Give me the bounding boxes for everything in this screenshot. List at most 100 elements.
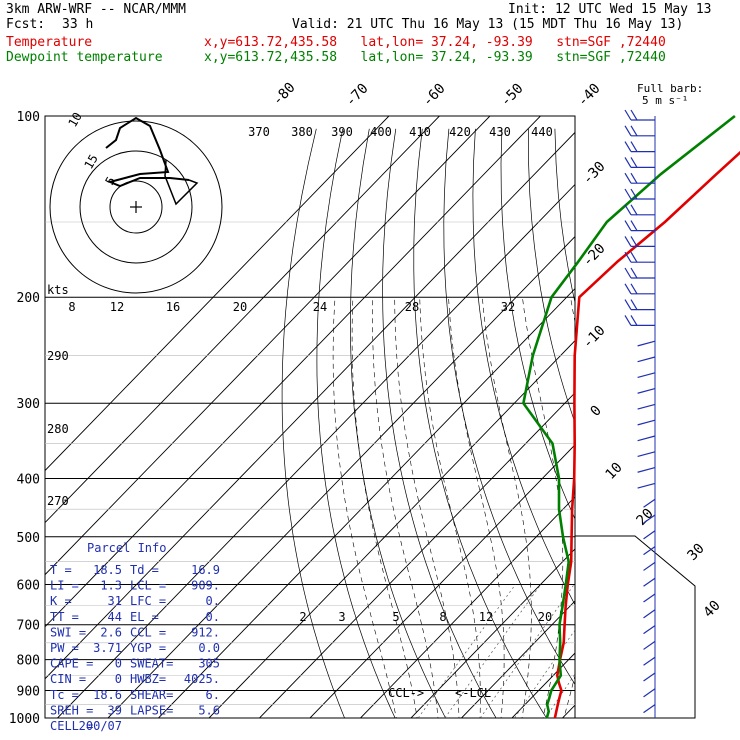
parcel-info-value: 44 [108,610,122,624]
pressure-tick-label: 200 [17,291,40,306]
wind-barb [643,640,656,650]
temperature-location: x,y=613.72,435.58 lat,lon= 37.24, -93.39… [204,35,666,50]
model-title: 3km ARW-WRF -- NCAR/MMM [6,2,187,17]
parcel-info-title: Parcel Info [87,541,166,555]
mixing-ratio-line [480,584,575,718]
wind-barb [630,204,638,216]
wind-barb [637,482,656,489]
theta-label: 390 [331,125,353,139]
parcel-info-key: CAPE = [50,657,93,671]
parcel-info-key: PW = [50,641,79,655]
parcel-info-key: SHEAR= [130,688,173,702]
parcel-info-value: 18.5 [93,563,122,577]
parcel-info-value: 39 [108,703,122,717]
wind-barb [637,340,656,347]
dewpoint-legend: Dewpoint temperature [6,50,163,65]
parcel-info-key: T = [50,563,72,577]
hodograph-trace [105,116,190,188]
isotherm-line [461,600,575,718]
pressure-tick-label: 1000 [9,712,40,727]
wind-barb [624,236,632,247]
mixing-ratio-line [417,584,516,718]
wind-barb [637,419,656,426]
parcel-info-key: Tc = [50,688,79,702]
wind-barb [630,283,638,295]
wind-barb [630,157,638,168]
hodograph-units-label: kts [47,283,69,297]
mixing-ratio-label: 24 [313,300,327,314]
wind-barb [624,299,632,310]
wind-barb [630,172,638,184]
mixing-ratio-label: 28 [405,300,419,314]
dry-adiabat-line [443,128,575,685]
theta-label: 370 [248,125,270,139]
mixing-ratio-line [545,673,575,718]
parcel-info-value: 2.6 [100,625,122,639]
parcel-info-key: K = [50,594,72,608]
wind-barb [630,141,638,152]
wind-barb [630,236,638,247]
isotherm-label: -50 [498,81,527,110]
isotherm-label: 20 [634,506,657,529]
barb-legend-title: Full barb: [637,82,703,95]
isotherm-line [259,392,575,718]
plot-frame [44,115,576,719]
hodograph-ring-label: 10 [65,110,84,130]
parcel-info-value: 0. [206,610,220,624]
dry-adiabat-line [281,128,345,718]
dry-adiabat-line [472,128,575,606]
mixing-ratio-label: 16 [166,300,180,314]
wind-barb [643,609,656,619]
wind-barb [637,467,656,473]
dry-adiabat-label: 280 [47,422,69,436]
dry-adiabat-line [608,129,740,731]
theta-label: 410 [409,125,431,139]
lower-frame-extension [575,535,696,719]
parcel-info-value: 6. [206,688,220,702]
wind-barb [624,251,632,263]
wind-barb [630,299,638,310]
dry-adiabat-line [554,128,575,304]
parcel-info-key: YGP = [130,641,166,655]
wind-barb [624,315,632,326]
isotherm-line [360,496,575,718]
isotherm-label: 0 [587,403,604,420]
wind-barb [643,546,656,556]
isotherm-line [158,287,575,718]
pressure-tick-label: 800 [17,654,40,669]
isotherm-line [45,116,541,628]
isotherm-line [107,235,575,718]
isotherm-line [664,116,740,718]
parcel-info-key: LAPSE= [130,703,173,717]
parcel-info-value: 3.71 [93,641,122,655]
parcel-info-key: HWBZ= [130,672,166,686]
theta-label: 380 [291,125,313,139]
hodograph-trace [164,159,199,206]
wind-barb [624,267,632,279]
mixing-ratio-label: 20 [233,300,247,314]
isotherm-label: -30 [580,159,609,188]
parcel-info-key: Td = [130,563,159,577]
mixing-ratio-label: 5 [392,610,399,624]
temperature-legend: Temperature [6,35,93,50]
dewpoint-trace [522,114,736,719]
moist-adiabat-line [419,297,481,718]
parcel-info-value: 200/07 [79,719,122,733]
isotherm-label: -70 [343,81,372,110]
wind-barb [624,204,632,216]
wind-barb [643,625,656,635]
dry-adiabat-line [714,129,740,731]
init-time: Init: 12 UTC Wed 15 May 13 [508,2,712,17]
wind-barb [630,125,638,137]
parcel-info-value: 18.6 [93,688,122,702]
parcel-info-key: CCL = [130,625,166,639]
wind-barb [624,220,632,231]
parcel-info-value: 0.0 [198,641,220,655]
wind-barb [637,388,656,394]
pressure-tick-label: 600 [17,578,40,593]
parcel-info-key: SWEAT= [130,657,173,671]
wind-barb [624,172,632,184]
parcel-info-key: SREH = [50,703,93,717]
isotherm-line [45,131,575,680]
isotherm-line [57,183,575,718]
